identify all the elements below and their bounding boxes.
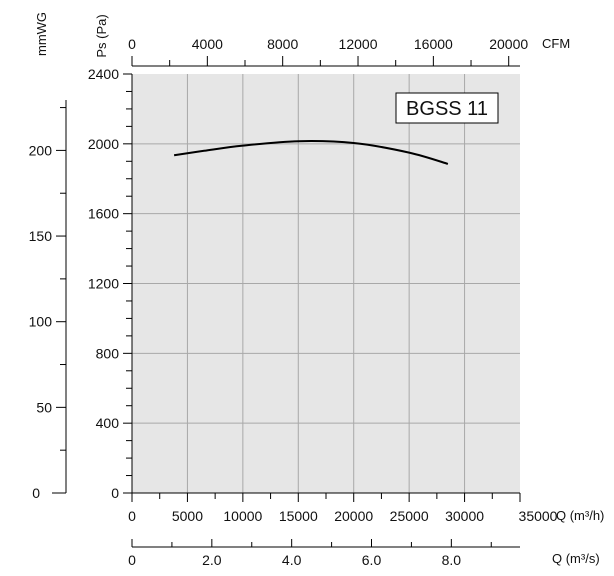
x-axis-tick-label: 30000 [445,508,484,524]
x-axis-tick-label: 35000 [519,508,558,524]
x-axis-tick-label: 10000 [223,508,262,524]
bottom-axis-tick-label: 8.0 [442,552,462,568]
left-axis-tick-label: 0 [32,485,40,501]
left-axis-tick-label: 200 [29,142,53,158]
x-axis-tick-label: 20000 [334,508,373,524]
x-axis-tick-label: 15000 [279,508,318,524]
x-axis-tick-label: 5000 [172,508,203,524]
y-axis-tick-label: 1200 [88,276,119,292]
top-axis-tick-label: 4000 [192,36,223,52]
y-axis-unit-label: Ps (Pa) [94,14,109,57]
bottom-axis-tick-label: 6.0 [362,552,382,568]
y-axis-tick-label: 800 [96,345,120,361]
top-axis-tick-label: 12000 [339,36,378,52]
grid-lines [132,74,520,493]
top-axis-tick-label: 0 [128,36,136,52]
y-axis-tick-label: 400 [96,415,120,431]
left-axis-tick-label: 50 [36,399,52,415]
x-axis-tick-label: 0 [128,508,136,524]
fan-curve-line [173,140,449,165]
bottom-axis-tick-label: 2.0 [202,552,222,568]
model-label: BGSS 11 [406,98,488,120]
tick-labels: 0 5000 10000 15000 20000 25000 30000 3500004008… [29,36,558,568]
left-axis-unit-label: mmWG [34,12,49,56]
top-axis-unit-label: CFM [542,36,570,51]
bottom-axis-tick-label: 4.0 [282,552,302,568]
model-label-box [395,92,499,124]
x-axis-tick-label: 25000 [390,508,429,524]
left-axis-tick-label: 150 [29,228,53,244]
top-axis-tick-label: 16000 [414,36,453,52]
bottom-axis-unit-label: Q (m³/s) [552,551,600,566]
bottom-axis-tick-label: 0 [128,552,136,568]
y-axis-tick-label: 2000 [88,136,119,152]
y-axis-tick-label: 2400 [88,66,119,82]
y-axis-tick-label: 1600 [88,206,119,222]
left-axis-tick-label: 100 [29,314,53,330]
y-axis-tick-label: 0 [111,485,119,501]
tick-marks [56,56,521,547]
x-axis-unit-label: Q (m³/h) [556,508,604,523]
top-axis-tick-label: 20000 [489,36,528,52]
top-axis-tick-label: 8000 [267,36,298,52]
